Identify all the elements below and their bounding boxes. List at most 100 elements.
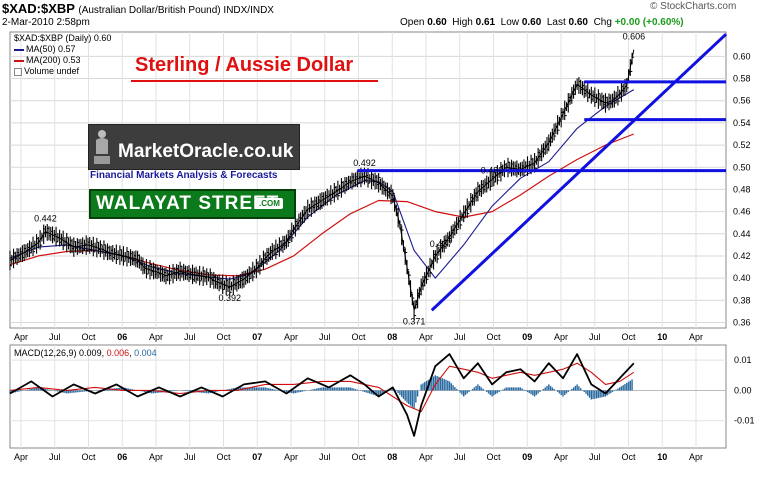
legend-price-text: $XAD:$XBP (Daily) 0.60 bbox=[14, 33, 112, 43]
price-x-tick-label: Apr bbox=[284, 332, 298, 342]
price-x-tick-label: Jul bbox=[319, 332, 331, 342]
macd-x-tick-label: 07 bbox=[252, 452, 262, 462]
price-annotation: 0.437 bbox=[430, 239, 453, 249]
macd-plot-area: Apr Jul Oct 06 Apr Jul Oct 07 Apr Jul Oct 08 Apr Jul O… bbox=[9, 344, 755, 462]
macd-x-tick-label: Oct bbox=[216, 452, 231, 462]
low-label: Low bbox=[500, 17, 520, 28]
walayat-street-name: WALAYAT STREET bbox=[96, 193, 280, 214]
legend-ma50-text: MA(50) 0.57 bbox=[26, 44, 76, 54]
macd-y-tick-label: 0.01 bbox=[734, 355, 752, 365]
price-y-tick-label: 0.54 bbox=[733, 118, 751, 128]
symbol: $XAD:$XBP bbox=[2, 1, 75, 16]
price-x-tick-label: Apr bbox=[554, 332, 568, 342]
price-x-tick-label: Oct bbox=[621, 332, 636, 342]
legend-ma200: MA(200) 0.53 bbox=[14, 55, 111, 66]
price-annotation: 0.371 bbox=[403, 316, 426, 326]
ma50-swatch bbox=[14, 48, 24, 51]
price-x-tick-label: Apr bbox=[149, 332, 163, 342]
price-annotation: 0.489 bbox=[481, 165, 504, 175]
price-x-tick-label: 07 bbox=[252, 332, 262, 342]
price-x-tick-label: Oct bbox=[486, 332, 501, 342]
macd-x-tick-label: Apr bbox=[149, 452, 163, 462]
price-x-tick-label: Apr bbox=[689, 332, 703, 342]
price-x-tick-label: 10 bbox=[657, 332, 667, 342]
walayat-street-com: .COM bbox=[256, 198, 283, 209]
price-y-tick-label: 0.44 bbox=[733, 229, 751, 239]
price-plot-area: 0.60 0.58 0.56 0.54 0.52 0.50 0.48 0.46 0.44 0.42… bbox=[9, 31, 751, 342]
price-annotation: 0.442 bbox=[34, 214, 57, 224]
high-label: High bbox=[452, 17, 473, 28]
macd-x-tick-label: Jul bbox=[184, 452, 196, 462]
macd-x-tick-label: 06 bbox=[117, 452, 127, 462]
price-y-tick-label: 0.48 bbox=[733, 184, 751, 194]
legend-volume: Volume undef bbox=[14, 66, 111, 77]
macd-x-tick-label: Jul bbox=[454, 452, 466, 462]
price-y-tick-label: 0.40 bbox=[733, 273, 751, 283]
volume-swatch bbox=[14, 67, 22, 76]
macd-legend: MACD(12,26,9) 0.009, 0.006, 0.004 bbox=[14, 348, 157, 358]
macd-x-tick-label: Jul bbox=[589, 452, 601, 462]
price-close-line bbox=[9, 49, 635, 311]
macd-x-tick-label: 08 bbox=[387, 452, 397, 462]
quote-summary: Open 0.60 High 0.61 Low 0.60 Last 0.60 C… bbox=[400, 17, 684, 28]
chg-label: Chg bbox=[593, 17, 612, 28]
macd-x-tick-label: Oct bbox=[486, 452, 501, 462]
trendline bbox=[430, 33, 728, 312]
stockcharts-brand[interactable]: © StockCharts.com bbox=[650, 1, 737, 12]
macd-x-tick-label: Jul bbox=[49, 452, 61, 462]
high-value: 0.61 bbox=[475, 17, 496, 28]
price-annotation: 0.606 bbox=[623, 32, 646, 42]
price-x-tick-label: Oct bbox=[351, 332, 366, 342]
price-x-tick-label: Jul bbox=[589, 332, 601, 342]
price-y-tick-label: 0.36 bbox=[733, 317, 751, 327]
macd-plot-frame bbox=[9, 344, 727, 449]
macd-y-tick-label: -0.01 bbox=[734, 416, 755, 426]
legend-volume-text: Volume undef bbox=[24, 66, 80, 76]
price-y-tick-label: 0.58 bbox=[733, 74, 751, 84]
price-x-tick-label: Oct bbox=[216, 332, 231, 342]
price-legend: $XAD:$XBP (Daily) 0.60 MA(50) 0.57 MA(20… bbox=[14, 33, 111, 77]
price-y-tick-label: 0.52 bbox=[733, 140, 751, 150]
open-value: 0.60 bbox=[427, 17, 447, 28]
price-annotation: 0.392 bbox=[218, 293, 241, 303]
price-annotation: 0.492 bbox=[353, 158, 376, 168]
thinker-statue-icon bbox=[94, 130, 110, 164]
price-y-tick-label: 0.42 bbox=[733, 251, 751, 261]
open-label: Open bbox=[400, 17, 425, 28]
market-oracle-name: MarketOracle.co.uk bbox=[118, 141, 294, 162]
price-x-tick-label: Oct bbox=[81, 332, 96, 342]
chart-title-underline bbox=[131, 80, 378, 82]
chart-date: 2-Mar-2010 2:58pm bbox=[2, 17, 90, 28]
market-oracle-tagline: Financial Markets Analysis & Forecasts bbox=[90, 170, 278, 181]
price-x-tick-label: 08 bbox=[387, 332, 397, 342]
symbol-description: (Australian Dollar/British Pound) INDX/I… bbox=[78, 5, 274, 16]
last-label: Last bbox=[546, 17, 566, 28]
macd-x-tick-label: Oct bbox=[621, 452, 636, 462]
low-value: 0.60 bbox=[521, 17, 542, 28]
macd-y-tick-label: 0.00 bbox=[734, 385, 752, 395]
symbol-header: $XAD:$XBP (Australian Dollar/British Pou… bbox=[2, 1, 274, 16]
macd-label: MACD(12,26,9) bbox=[14, 348, 77, 358]
macd-x-tick-label: Apr bbox=[419, 452, 433, 462]
macd-x-tick-label: Jul bbox=[319, 452, 331, 462]
macd-x-tick-label: Oct bbox=[351, 452, 366, 462]
macd-x-tick-label: Oct bbox=[81, 452, 96, 462]
price-y-tick-label: 0.56 bbox=[733, 96, 751, 106]
price-x-tick-label: 06 bbox=[117, 332, 127, 342]
macd-value: 0.009 bbox=[79, 348, 102, 358]
price-x-tick-label: Apr bbox=[14, 332, 28, 342]
price-x-tick-label: Jul bbox=[454, 332, 466, 342]
macd-x-tick-label: Apr bbox=[554, 452, 568, 462]
price-x-tick-label: 09 bbox=[522, 332, 532, 342]
price-x-tick-label: Apr bbox=[419, 332, 433, 342]
macd-hist-value: 0.004 bbox=[134, 348, 157, 358]
macd-x-tick-label: Apr bbox=[14, 452, 28, 462]
legend-ma200-text: MA(200) 0.53 bbox=[26, 55, 81, 65]
ma200-swatch bbox=[14, 59, 24, 62]
price-y-tick-label: 0.60 bbox=[733, 51, 751, 61]
price-y-tick-label: 0.46 bbox=[733, 207, 751, 217]
last-value: 0.60 bbox=[568, 17, 588, 28]
macd-line bbox=[9, 353, 635, 437]
market-oracle-logo bbox=[88, 124, 300, 170]
